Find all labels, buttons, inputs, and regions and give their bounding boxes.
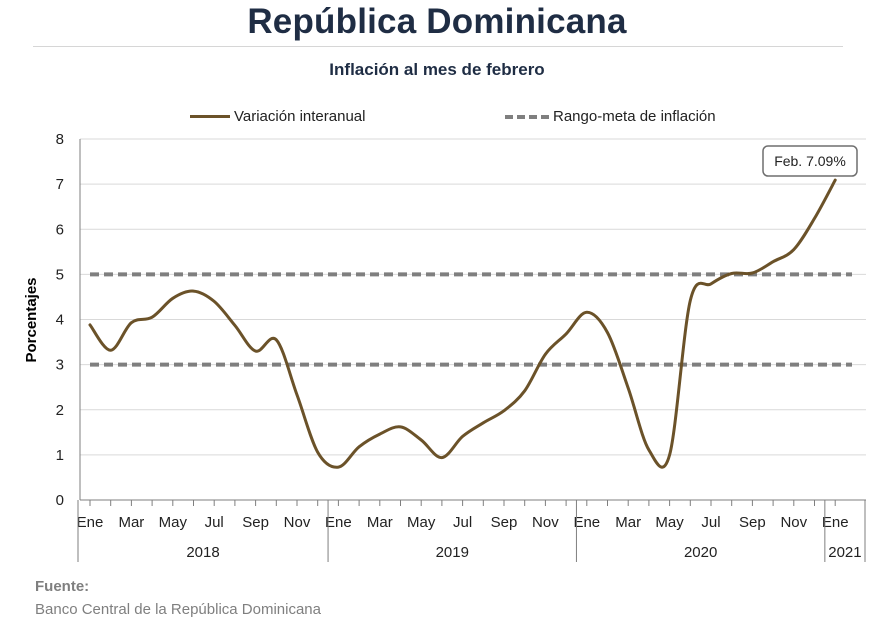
chart-subtitle: Inflación al mes de febrero [329,60,545,79]
series-point [275,338,278,342]
x-tick-label: Jul [205,514,224,531]
legend-item-series: Variación interanual [190,108,365,125]
x-tick-label: Ene [325,514,352,531]
year-label: 2020 [684,544,717,561]
y-tick-label: 2 [56,402,64,419]
x-tick-label: Ene [573,514,600,531]
series-point [544,353,547,356]
series-point [399,425,402,429]
source-text: Banco Central de la República Dominicana [35,601,321,618]
series-point [834,178,837,182]
y-tick-label: 1 [56,447,64,464]
y-tick-label: 7 [56,176,64,193]
x-tick-label: Nov [284,514,311,531]
title-divider [33,46,843,47]
legend-target-label: Rango-meta de inflación [553,108,716,125]
annotation-label: Feb. 7.09% [774,153,846,169]
x-tick-label: Ene [77,514,104,531]
x-tick-label: Sep [491,514,518,531]
series-line-variacion-interanual [88,178,837,469]
series-point [461,435,464,438]
chart-legend: Variación interanual Rango-meta de infla… [0,108,888,130]
series-point [420,438,423,442]
y-tick-label: 8 [56,131,64,148]
series-point [771,260,775,263]
y-axis-label: Porcentajes [23,277,40,362]
year-label: 2019 [436,544,469,561]
x-tick-label: May [407,514,436,531]
source-label: Fuente: [35,578,90,595]
x-tick-label: Mar [118,514,144,531]
line-chart: 0 1 2 3 4 5 6 7 8 Porcentajes Ene Mar May Jul Sep Nov En… [23,131,866,562]
series-point [647,448,651,452]
series-point [213,300,216,303]
series-point [150,316,154,319]
x-tick-label: May [159,514,188,531]
series-point [792,248,795,251]
x-tick-label: Jul [701,514,720,531]
series-point [585,311,588,314]
series-point [130,321,133,324]
y-tick-label: 5 [56,266,64,283]
series-point [502,409,506,412]
series-point [709,282,713,286]
series-point [88,323,92,327]
x-tick-label: Mar [367,514,393,531]
series-point [813,217,816,220]
y-tick-label: 4 [56,312,64,329]
x-tick-label: Nov [780,514,807,531]
series-point [295,393,299,397]
x-tick-label: Mar [615,514,641,531]
series-point [751,271,754,275]
series-point [689,299,692,302]
legend-dashed-line-swatch [505,114,549,119]
y-tick-label: 3 [56,357,64,374]
x-tick-label: Sep [242,514,269,531]
series-point [337,465,340,469]
series-point [730,272,733,275]
series-point [627,386,630,390]
series-point [378,432,381,436]
x-tick-label: May [655,514,684,531]
annotation-box [762,145,858,177]
x-tick-label: Nov [532,514,559,531]
series-point [482,421,485,425]
series-point [440,456,444,459]
series-point [233,324,237,327]
series-point [171,297,174,300]
y-tick-label: 6 [56,221,64,238]
series-point [316,450,319,454]
series-point [192,289,195,293]
legend-item-target: Rango-meta de inflación [505,108,716,125]
x-tick-label: Jul [453,514,472,531]
year-label: 2021 [828,544,861,561]
series-point [564,332,568,336]
legend-series-label: Variación interanual [234,108,366,125]
y-tick-label: 0 [56,492,64,509]
series-point [357,445,361,448]
year-label: 2018 [186,544,219,561]
series-point [254,349,257,353]
series-point [109,348,112,352]
x-tick-label: Sep [739,514,766,531]
x-tick-label: Ene [822,514,849,531]
chart-title: República Dominicana [247,2,627,41]
series-point [606,331,609,334]
series-point [668,453,671,457]
legend-solid-line-swatch [190,115,230,118]
series-point [523,389,526,392]
